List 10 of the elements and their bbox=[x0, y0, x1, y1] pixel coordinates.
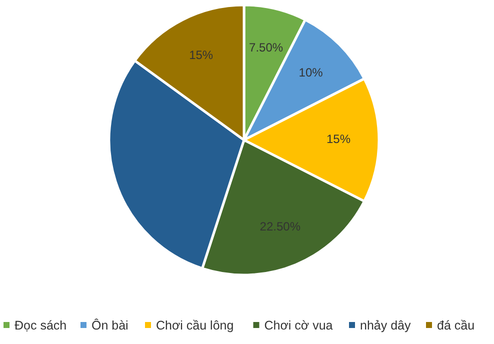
data-label: 15% bbox=[326, 132, 351, 146]
legend-label: Đọc sách bbox=[14, 318, 67, 332]
data-label: 7.50% bbox=[249, 40, 284, 54]
legend-label: Chơi cầu lông bbox=[156, 318, 234, 332]
legend-label: Ôn bài bbox=[92, 318, 128, 332]
data-label: 10% bbox=[298, 65, 324, 80]
data-label: 15% bbox=[189, 48, 214, 62]
legend-label: đá cầu bbox=[437, 318, 475, 332]
legend-label: Chơi cờ vua bbox=[264, 318, 333, 332]
legend-label: nhảy dây bbox=[360, 318, 412, 332]
